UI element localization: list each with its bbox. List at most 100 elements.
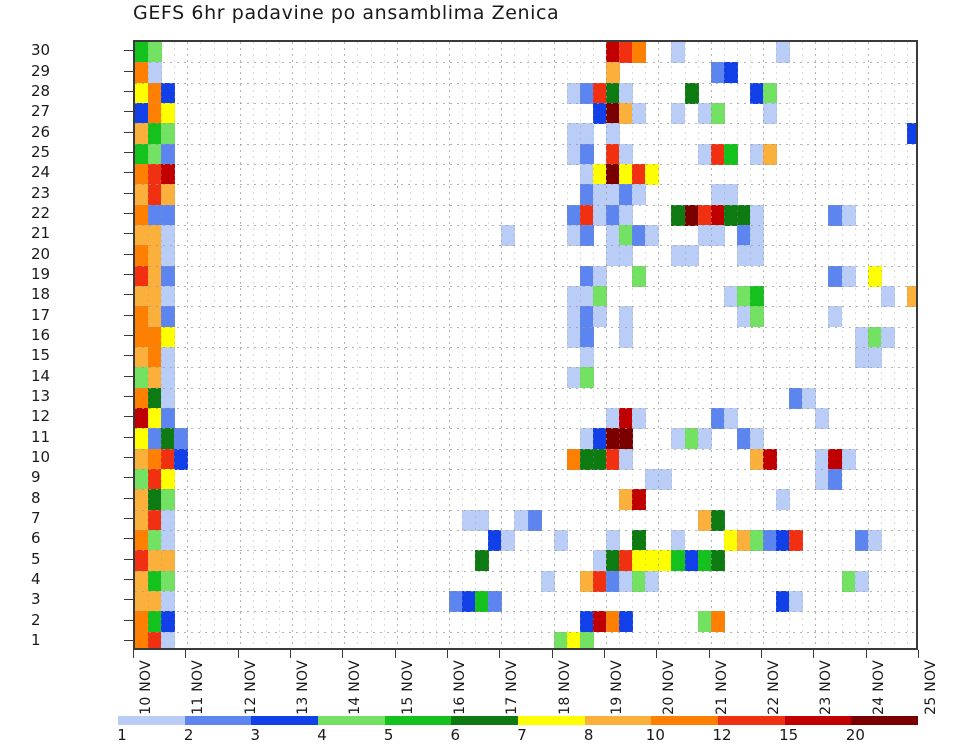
heatmap-cell	[710, 103, 725, 124]
heatmap-cell	[697, 550, 712, 572]
heatmap-cell	[776, 42, 791, 63]
y-axis-tick	[124, 172, 133, 173]
colorbar-band	[184, 716, 252, 725]
heatmap-cell	[148, 489, 163, 511]
heatmap-cell	[148, 103, 163, 124]
x-axis-tick-label: 13 NOV	[295, 660, 311, 715]
heatmap-cell	[161, 428, 176, 450]
heatmap-cell	[148, 245, 163, 267]
colorbar-band	[717, 716, 785, 725]
heatmap-cell	[148, 286, 163, 307]
y-axis-tick	[124, 640, 133, 641]
heatmap-cell	[671, 42, 686, 63]
heatmap-cell	[135, 306, 149, 328]
heatmap-cell	[161, 509, 176, 531]
heatmap-cell	[161, 143, 176, 165]
heatmap-cell	[161, 82, 176, 104]
heatmap-cell	[671, 204, 686, 226]
x-axis-tick	[342, 650, 343, 658]
heatmap-cell	[645, 570, 660, 592]
x-axis-tick-label: 24 NOV	[870, 660, 887, 715]
heatmap-cell	[161, 631, 176, 648]
heatmap-cell	[619, 570, 634, 592]
heatmap-cell	[566, 448, 581, 470]
heatmap-cell	[161, 387, 176, 409]
colorbar-band	[517, 716, 585, 725]
colorbar-tick-label: 2	[183, 726, 194, 744]
heatmap-cell	[671, 530, 686, 551]
heatmap-cell	[606, 42, 620, 63]
heatmap-cell	[148, 265, 163, 287]
heatmap-cell	[606, 408, 620, 429]
heatmap-cell	[135, 143, 149, 165]
heatmap-cell	[606, 611, 620, 633]
x-axis-tick	[604, 650, 605, 658]
heatmap-cell	[606, 570, 620, 592]
colorbar-tick-label: 8	[583, 726, 594, 744]
heatmap-cell	[880, 286, 895, 307]
y-axis-tick	[124, 437, 133, 438]
heatmap-cell	[736, 428, 751, 450]
heatmap-cell	[749, 225, 764, 246]
heatmap-cell	[606, 428, 620, 450]
heatmap-cell	[592, 306, 607, 328]
heatmap-cell	[763, 82, 777, 104]
heatmap-cell	[684, 82, 699, 104]
heatmap-cell	[710, 509, 725, 531]
y-axis-tick	[124, 213, 133, 214]
heatmap-cell	[148, 611, 163, 633]
heatmap-cell	[867, 265, 882, 287]
heatmap-cell	[135, 164, 149, 185]
heatmap-cell	[815, 469, 830, 490]
heatmap-cell	[161, 103, 176, 124]
x-axis-tick-label: 18 NOV	[556, 660, 573, 715]
heatmap-cell	[579, 143, 594, 165]
heatmap-cell	[645, 225, 660, 246]
heatmap-cell	[579, 82, 594, 104]
heatmap-cell	[828, 448, 843, 470]
heatmap-cell	[632, 184, 647, 206]
heatmap-cell	[723, 62, 738, 84]
heatmap-cell	[161, 347, 176, 368]
x-axis-tick	[499, 650, 500, 658]
heatmap-cell	[723, 530, 738, 551]
heatmap-cell	[135, 204, 149, 226]
colorbar	[118, 716, 918, 725]
heatmap-cell	[579, 265, 594, 287]
heatmap-cell	[161, 489, 176, 511]
heatmap-cell	[161, 611, 176, 633]
x-axis-tick-label: 22 NOV	[766, 660, 782, 715]
heatmap-cell	[592, 82, 607, 104]
heatmap-cell	[828, 469, 843, 490]
x-axis-tick	[656, 650, 657, 658]
heatmap-cell	[553, 530, 568, 551]
colorbar-tick-label: 10	[645, 726, 665, 744]
heatmap-cell	[619, 306, 634, 328]
heatmap-cell	[161, 408, 176, 429]
heatmap-cell	[710, 184, 725, 206]
heatmap-cell	[815, 448, 830, 470]
heatmap-cell	[135, 123, 149, 145]
x-axis-tick-label: 10 NOV	[138, 660, 154, 715]
heatmap-cell	[776, 591, 791, 612]
heatmap-cell	[592, 164, 607, 185]
heatmap-cell	[658, 550, 673, 572]
heatmap-cell	[606, 550, 620, 572]
y-axis-tick	[124, 599, 133, 600]
colorbar-band	[384, 716, 452, 725]
heatmap-cell	[566, 326, 581, 348]
heatmap-cell	[619, 164, 634, 185]
heatmap-cell	[854, 347, 869, 368]
x-axis-tick	[813, 650, 814, 658]
heatmap-cell	[161, 123, 176, 145]
heatmap-cell	[579, 306, 594, 328]
heatmap-cell	[174, 428, 189, 450]
heatmap-cell	[148, 326, 163, 348]
heatmap-cell	[645, 164, 660, 185]
heatmap-cell	[710, 225, 725, 246]
heatmap-cell	[749, 245, 764, 267]
heatmap-cell	[710, 62, 725, 84]
heatmap-cell	[828, 306, 843, 328]
heatmap-cell	[697, 103, 712, 124]
heatmap-cell	[475, 591, 490, 612]
